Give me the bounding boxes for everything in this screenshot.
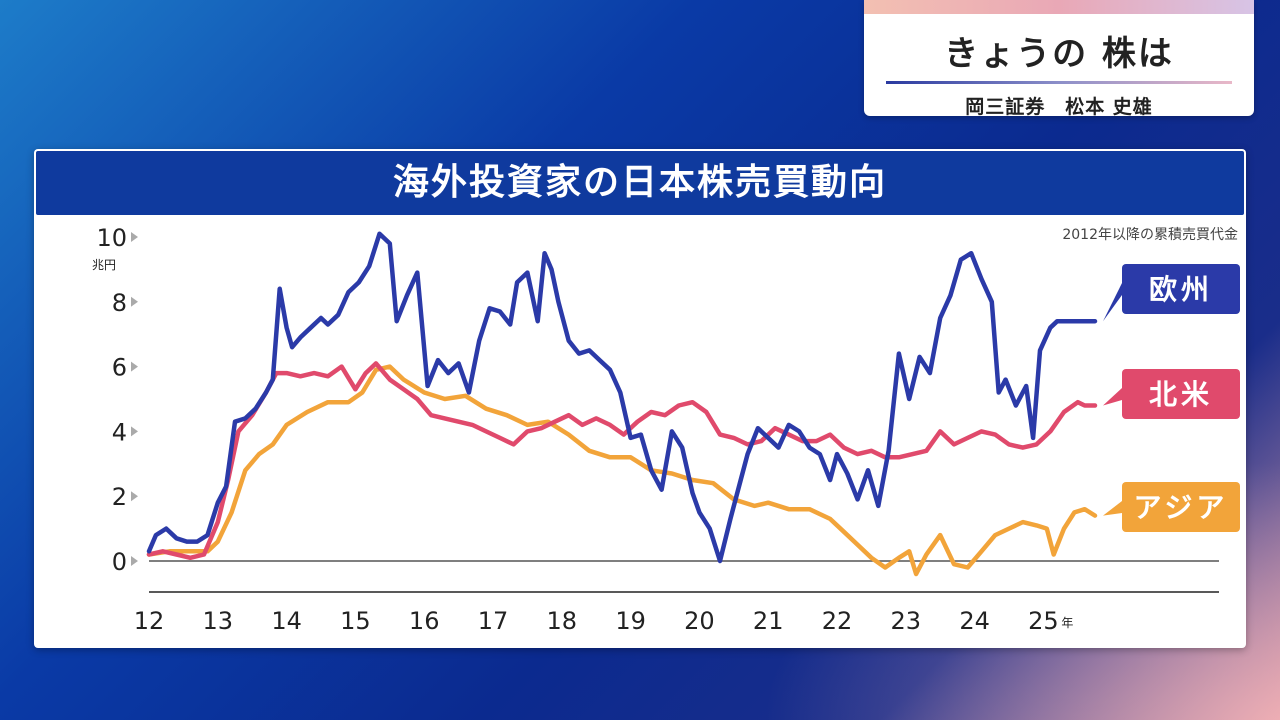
chart-panel: 海外投資家の日本株売買動向 2012年以降の累積売買代金 0 2 4 6 8 10 兆円 12 1… [34, 149, 1246, 648]
y-tick-arrow [131, 426, 138, 437]
x-tick-label: 21 [753, 607, 784, 635]
program-title-underline [886, 81, 1232, 84]
y-tick-label: 0 [112, 548, 127, 576]
y-tick-arrow [131, 296, 138, 307]
series-line-asia [146, 364, 1098, 577]
x-tick-label: 16 [409, 607, 440, 635]
series-label-na: 北米 [1149, 378, 1213, 411]
x-tick-label: 19 [615, 607, 646, 635]
x-tick-label: 20 [684, 607, 715, 635]
series-label-box-asia [1122, 482, 1240, 532]
chart-subtitle: 2012年以降の累積売買代金 [1062, 227, 1238, 243]
x-unit-suffix: 年 [1061, 616, 1073, 630]
chart-title: 海外投資家の日本株売買動向 [36, 151, 1244, 215]
series-label-pointer-asia [1103, 501, 1122, 516]
y-tick-arrow [131, 491, 138, 502]
y-tick-label: 2 [112, 483, 127, 511]
y-tick-label: 6 [112, 354, 127, 382]
series-label-box-na [1122, 369, 1240, 419]
series-line-europe [146, 231, 1098, 564]
y-tick-arrow [131, 556, 138, 566]
y-unit-label: 兆円 [92, 258, 116, 272]
series-label-europe: 欧州 [1149, 273, 1213, 306]
series-label-asia: アジア [1134, 491, 1229, 524]
x-tick-label: 24 [959, 607, 990, 635]
y-tick-arrow [131, 361, 138, 372]
series-line-na [146, 361, 1098, 561]
y-tick-label: 8 [112, 289, 127, 317]
program-title-box: きょうの 株は 岡三証券 松本 史雄 [864, 0, 1254, 116]
y-tick-arrow [131, 232, 138, 242]
series-label-pointer-europe [1103, 283, 1122, 322]
x-tick-label: 13 [203, 607, 234, 635]
x-tick-label: 14 [271, 607, 302, 635]
y-tick-label: 10 [96, 224, 127, 252]
x-tick-label: 25 [1028, 607, 1059, 635]
x-tick-label: 15 [340, 607, 371, 635]
x-tick-label: 12 [134, 607, 165, 635]
program-title-accent [864, 0, 1254, 14]
x-tick-label: 17 [478, 607, 509, 635]
x-tick-label: 22 [822, 607, 853, 635]
series-label-box-europe [1122, 264, 1240, 314]
series-label-pointer-na [1103, 388, 1122, 406]
x-tick-label: 18 [547, 607, 578, 635]
y-tick-label: 4 [112, 418, 127, 446]
program-guest: 岡三証券 松本 史雄 [965, 96, 1153, 116]
program-title: きょうの 株は [944, 34, 1174, 74]
x-tick-label: 23 [891, 607, 922, 635]
